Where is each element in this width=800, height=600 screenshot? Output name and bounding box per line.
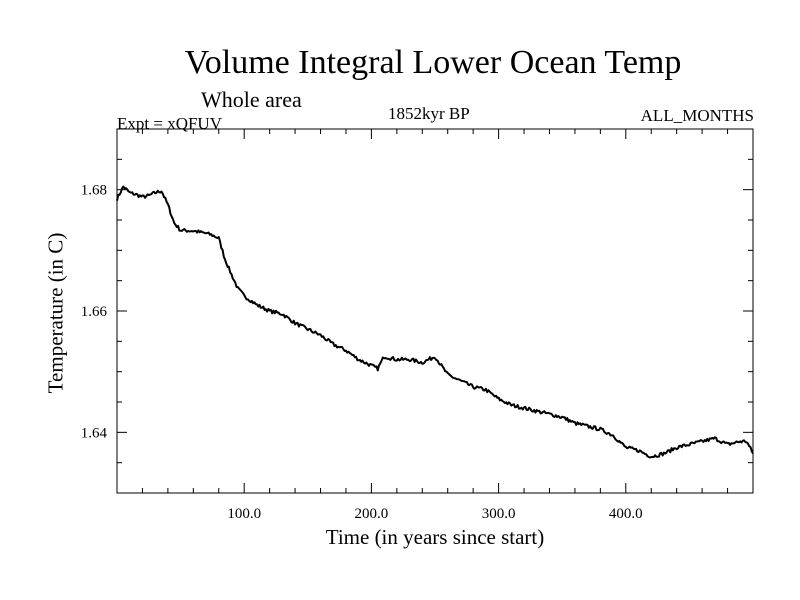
y-tick-label: 1.66: [81, 304, 108, 320]
axis-ticks: 100.0 200.0 300.0 400.0 1.64 1.66 1.68: [81, 129, 753, 522]
chart-subtitle: Whole area: [201, 87, 302, 112]
x-tick-label: 100.0: [227, 506, 261, 522]
period-label: 1852kyr BP: [388, 104, 470, 123]
x-tick-label: 200.0: [355, 506, 389, 522]
x-tick-label: 400.0: [609, 506, 643, 522]
months-label: ALL_MONTHS: [640, 106, 754, 125]
y-tick-label: 1.68: [81, 183, 107, 199]
x-tick-label: 300.0: [482, 506, 516, 522]
plot-frame: [116, 128, 754, 494]
y-tick-label: 1.64: [81, 425, 108, 441]
x-axis-label: Time (in years since start): [325, 525, 545, 549]
chart-title: Volume Integral Lower Ocean Temp: [184, 44, 682, 81]
experiment-label: Expt = xQFUV: [117, 114, 222, 133]
temperature-series-line: [116, 185, 754, 459]
